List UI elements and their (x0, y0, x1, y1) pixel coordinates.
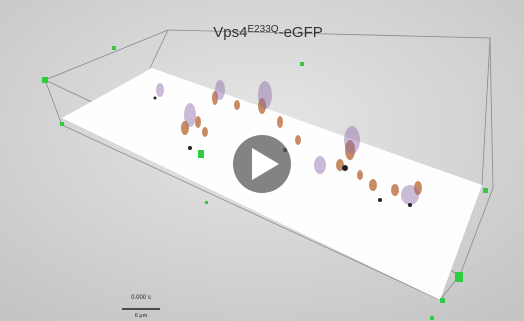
fluorescent-spots (153, 80, 422, 207)
box-markers (42, 46, 488, 320)
play-icon[interactable] (252, 148, 279, 180)
video-title: Vps4E233Q-eGFP (213, 24, 323, 41)
play-button[interactable] (233, 135, 291, 193)
title-base: Vps4 (213, 24, 247, 41)
title-superscript: E233Q (247, 24, 278, 35)
box-edge (149, 29, 169, 69)
box-back-edges (44, 29, 494, 189)
scale-bar-label: 6 µm (135, 313, 148, 319)
box-edge (481, 37, 491, 186)
timestamp: 0.000 s (131, 295, 151, 301)
title-suffix: -eGFP (279, 24, 323, 41)
